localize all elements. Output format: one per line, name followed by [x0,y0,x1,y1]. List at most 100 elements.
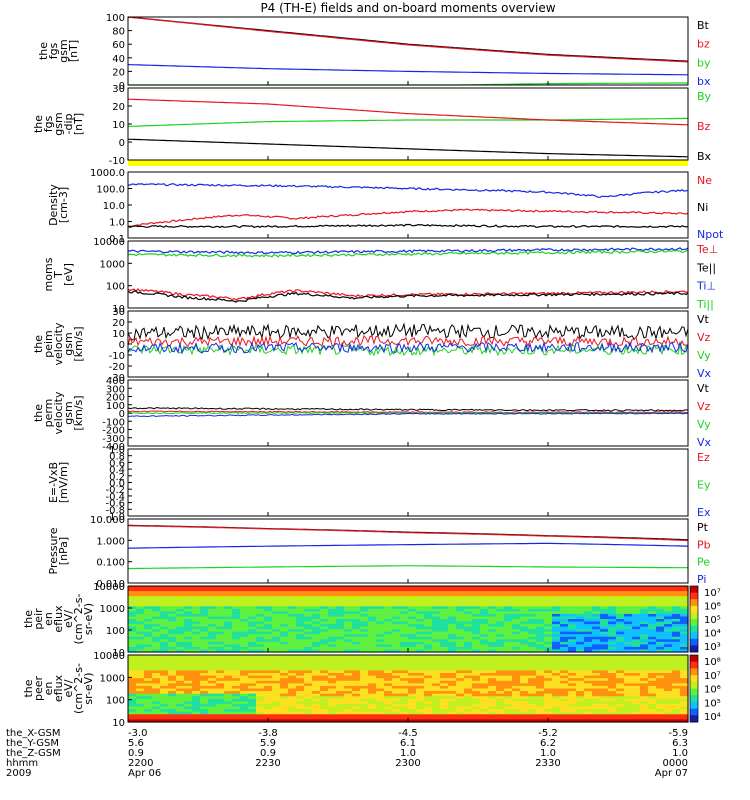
spectrogram-cell [312,680,321,684]
spectrogram-cell [512,593,521,597]
spectrogram-cell [560,683,569,687]
spectrogram-cell [384,719,393,723]
spectrogram-cell [552,675,561,679]
series-line-Vx [127,340,689,355]
spectrogram-cell [360,706,369,710]
spectrogram-cell [144,680,153,684]
spectrogram-cell [128,693,137,697]
spectrogram-cell [168,624,177,628]
spectrogram-cell [656,603,665,607]
spectrogram-cell [520,703,529,708]
ylabel-efield: E=-VxB [47,462,60,503]
spectrogram-cell [328,706,337,710]
spectrogram-cell [384,631,393,635]
spectrogram-cell [544,688,553,692]
spectrogram-cell [304,646,313,651]
spectrogram-cell [248,673,257,677]
spectrogram-cell [176,678,185,682]
spectrogram-cell [456,601,465,605]
spectrogram-cell [552,714,561,718]
spectrogram-cell [472,706,481,710]
spectrogram-cell [176,691,185,695]
spectrogram-cell [240,688,249,692]
spectrogram-cell [560,644,569,648]
spectrogram-cell [552,603,561,607]
spectrogram-cell [512,680,521,684]
spectrogram-cell [328,619,337,623]
spectrogram-cell [624,691,633,695]
spectrogram-cell [184,696,193,700]
spectrogram-cell [512,588,521,592]
spectrogram-cell [288,616,297,620]
spectrogram-cell [648,586,657,590]
spectrogram-cell [224,685,233,690]
spectrogram-cell [536,703,545,708]
spectrogram-cell [232,621,241,625]
spectrogram-cell [616,680,625,684]
spectrogram-cell [528,680,537,684]
spectrogram-cell [312,719,321,723]
spectrogram-cell [544,670,553,674]
spectrogram-cell [608,693,617,697]
spectrogram-cell [232,667,241,672]
spectrogram-cell [440,662,449,666]
spectrogram-cell [664,634,673,638]
spectrogram-cell [472,608,481,612]
ylabel-fgs_gsm: fgs [47,42,60,59]
spectrogram-cell [312,613,321,618]
spectrogram-cell [208,660,217,664]
spectrogram-cell [264,619,273,623]
spectrogram-cell [424,675,433,679]
spectrogram-cell [136,608,145,612]
spectrogram-cell [232,613,241,618]
spectrogram-cell [304,685,313,690]
spectrogram-cell [320,703,329,708]
spectrogram-cell [328,608,337,612]
spectrogram-cell [544,596,553,600]
spectrogram-cell [632,678,641,682]
spectrogram-cell [672,655,681,659]
spectrogram-cell [176,675,185,679]
spectrogram-cell [528,685,537,690]
spectrogram-cell [584,714,593,718]
spectrogram-cell [168,588,177,592]
spectrogram-cell [336,639,345,643]
spectrogram-cell [128,624,137,628]
spectrogram-cell [584,675,593,679]
spectrogram-cell [520,596,529,600]
spectrogram-cell [224,601,233,605]
spectrogram-cell [312,644,321,648]
spectrogram-cell [328,670,337,674]
spectrogram-cell [504,616,513,620]
spectrogram-cell [248,660,257,664]
spectrogram-cell [288,606,297,610]
spectrogram-cell [640,696,649,700]
spectrogram-cell [200,624,209,628]
spectrogram-cell [640,649,649,653]
series-line-Vt [127,407,688,412]
spectrogram-cell [360,685,369,690]
spectrogram-cell [456,696,465,700]
spectrogram-cell [328,696,337,700]
spectrogram-cell [464,644,473,648]
spectrogram-cell [384,601,393,605]
spectrogram-cell [200,586,209,590]
spectrogram-cell [304,629,313,633]
spectrogram-cell [328,703,337,708]
spectrogram-cell [288,670,297,674]
spectrogram-cell [552,673,561,677]
spectrogram-cell [664,688,673,692]
spectrogram-cell [416,586,425,590]
spectrogram-cell [168,631,177,635]
spectrogram-cell [464,593,473,597]
spectrogram-cell [512,619,521,623]
spectrogram-cell [408,634,417,638]
spectrogram-cell [416,606,425,610]
ytick-label: 100 [106,282,125,293]
spectrogram-cell [624,698,633,702]
spectrogram-cell [480,601,489,605]
spectrogram-cell [192,639,201,643]
spectrogram-cell [552,703,561,708]
spectrogram-cell [392,596,401,600]
spectrogram-cell [400,624,409,628]
